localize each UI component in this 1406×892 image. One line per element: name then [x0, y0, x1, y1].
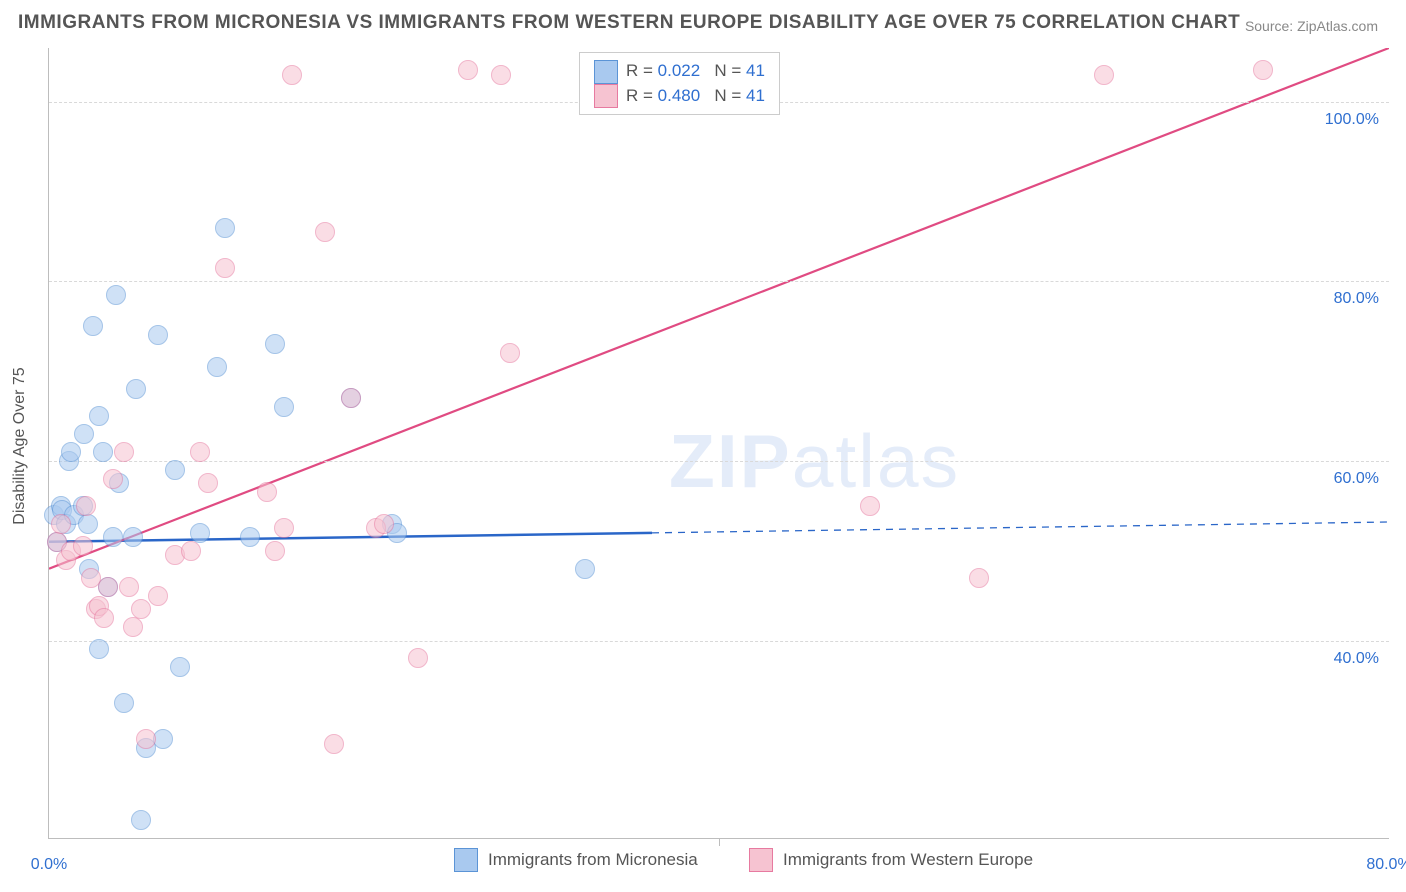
legend-bottom-item: Immigrants from Western Europe	[749, 848, 1033, 872]
scatter-point	[78, 514, 98, 534]
y-tick-label: 60.0%	[1334, 470, 1379, 488]
legend-row: R = 0.022 N = 41	[594, 59, 765, 84]
scatter-point	[1253, 60, 1273, 80]
scatter-point	[274, 397, 294, 417]
scatter-point	[198, 473, 218, 493]
x-tick-label: 80.0%	[1366, 856, 1406, 874]
legend-series-name: Immigrants from Micronesia	[488, 850, 698, 870]
scatter-point	[274, 518, 294, 538]
scatter-point	[98, 577, 118, 597]
scatter-point	[136, 729, 156, 749]
scatter-point	[83, 316, 103, 336]
legend-series-name: Immigrants from Western Europe	[783, 850, 1033, 870]
y-axis-label: Disability Age Over 75	[11, 367, 29, 524]
scatter-point	[207, 357, 227, 377]
scatter-point	[170, 657, 190, 677]
chart-title: IMMIGRANTS FROM MICRONESIA VS IMMIGRANTS…	[18, 12, 1240, 34]
scatter-point	[123, 527, 143, 547]
legend-swatch	[594, 60, 618, 84]
scatter-point	[215, 258, 235, 278]
legend-r-label: R =	[626, 86, 658, 105]
scatter-point	[131, 599, 151, 619]
scatter-point	[131, 810, 151, 830]
scatter-point	[500, 343, 520, 363]
trend-line-solid	[49, 48, 1389, 569]
scatter-point	[324, 734, 344, 754]
legend-swatch	[594, 84, 618, 108]
scatter-point	[148, 325, 168, 345]
scatter-point	[257, 482, 277, 502]
scatter-point	[165, 460, 185, 480]
scatter-point	[215, 218, 235, 238]
gridline	[49, 461, 1389, 462]
gridline	[49, 641, 1389, 642]
scatter-point	[89, 406, 109, 426]
scatter-point	[265, 541, 285, 561]
scatter-point	[190, 442, 210, 462]
plot-area: ZIPatlas 40.0%60.0%80.0%100.0%0.0%80.0%R…	[48, 48, 1389, 839]
scatter-point	[103, 469, 123, 489]
legend-swatch	[749, 848, 773, 872]
scatter-point	[181, 541, 201, 561]
scatter-point	[119, 577, 139, 597]
scatter-point	[148, 586, 168, 606]
gridline	[49, 281, 1389, 282]
legend-row: R = 0.480 N = 41	[594, 84, 765, 109]
scatter-point	[51, 514, 71, 534]
scatter-point	[106, 285, 126, 305]
legend-bottom-item: Immigrants from Micronesia	[454, 848, 698, 872]
legend-n-label: N =	[714, 61, 746, 80]
scatter-point	[374, 514, 394, 534]
trend-lines	[49, 48, 1389, 838]
y-tick-label: 100.0%	[1325, 111, 1379, 129]
scatter-point	[240, 527, 260, 547]
scatter-point	[76, 496, 96, 516]
scatter-point	[94, 608, 114, 628]
legend-r-label: R =	[626, 61, 658, 80]
x-tick-label: 0.0%	[31, 856, 67, 874]
legend-swatch	[454, 848, 478, 872]
scatter-point	[1094, 65, 1114, 85]
scatter-point	[491, 65, 511, 85]
legend-r-value: 0.480	[658, 86, 701, 105]
scatter-point	[458, 60, 478, 80]
legend-top: R = 0.022 N = 41R = 0.480 N = 41	[579, 52, 780, 115]
scatter-point	[282, 65, 302, 85]
scatter-point	[89, 639, 109, 659]
scatter-point	[315, 222, 335, 242]
scatter-point	[61, 442, 81, 462]
y-tick-label: 80.0%	[1334, 290, 1379, 308]
scatter-point	[408, 648, 428, 668]
scatter-point	[73, 536, 93, 556]
scatter-point	[969, 568, 989, 588]
scatter-point	[575, 559, 595, 579]
legend-n-value: 41	[746, 61, 765, 80]
scatter-point	[103, 527, 123, 547]
y-tick-label: 40.0%	[1334, 650, 1379, 668]
scatter-point	[74, 424, 94, 444]
scatter-point	[126, 379, 146, 399]
trend-line-dashed	[652, 522, 1389, 533]
scatter-point	[190, 523, 210, 543]
legend-n-label: N =	[714, 86, 746, 105]
scatter-point	[123, 617, 143, 637]
scatter-point	[341, 388, 361, 408]
source-label: Source: ZipAtlas.com	[1245, 18, 1378, 34]
scatter-point	[114, 693, 134, 713]
x-tick-mark	[719, 838, 720, 846]
scatter-point	[860, 496, 880, 516]
legend-r-value: 0.022	[658, 61, 701, 80]
legend-n-value: 41	[746, 86, 765, 105]
scatter-point	[265, 334, 285, 354]
scatter-point	[93, 442, 113, 462]
scatter-point	[114, 442, 134, 462]
